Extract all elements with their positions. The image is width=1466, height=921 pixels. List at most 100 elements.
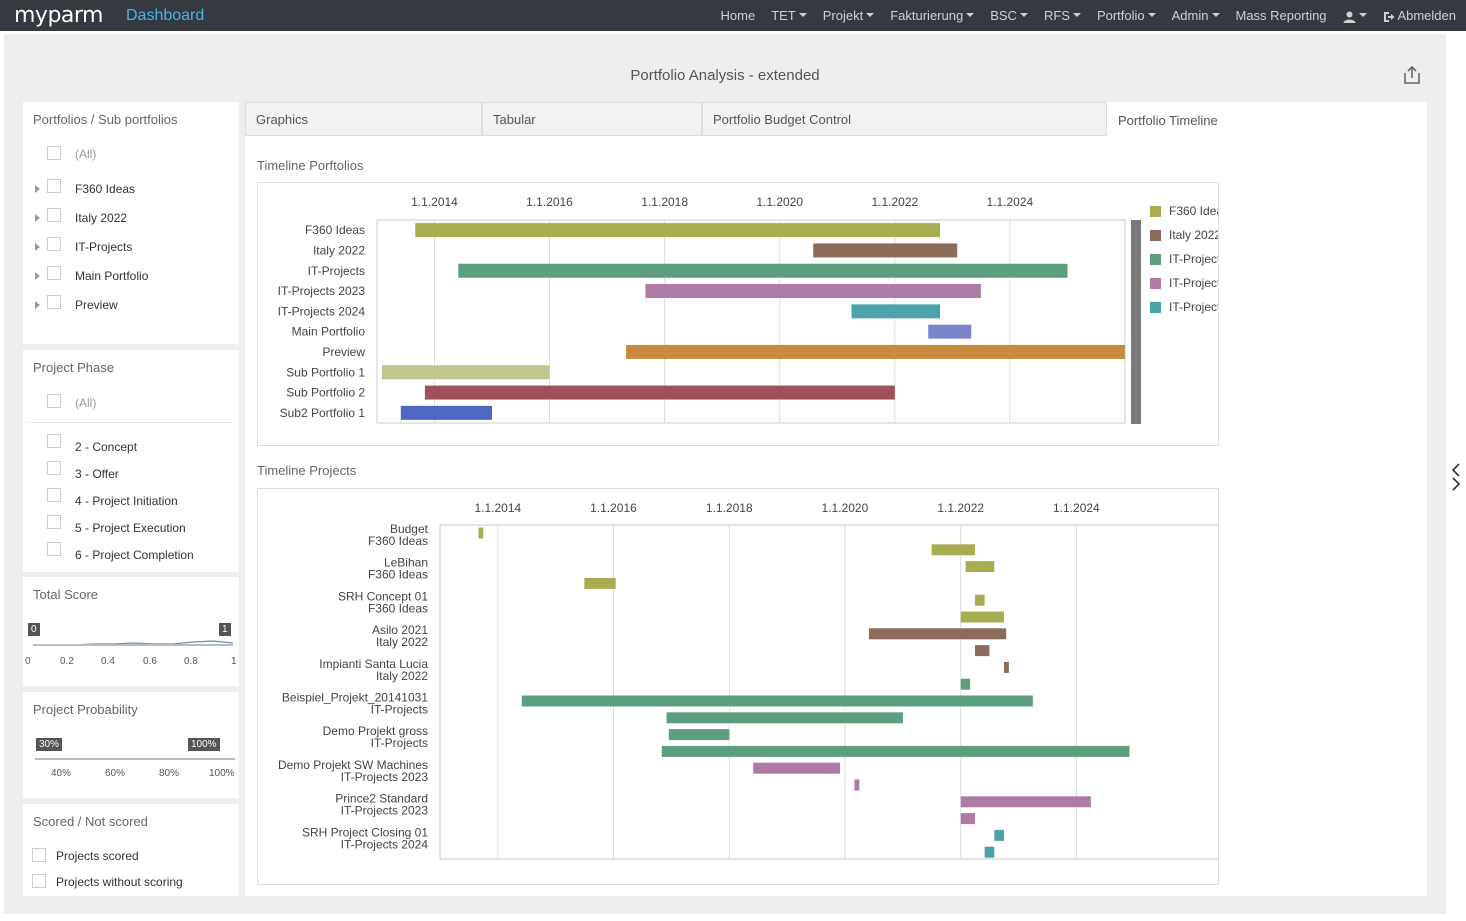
tab-graphics[interactable]: Graphics bbox=[245, 102, 482, 136]
project-bar bbox=[960, 796, 1091, 808]
project-portfolio-label: Italy 2022 bbox=[376, 669, 428, 683]
nav-projekt[interactable]: Projekt bbox=[815, 8, 882, 23]
portfolio-checkbox[interactable] bbox=[47, 266, 61, 280]
project-portfolio-label: F360 Ideas bbox=[368, 568, 428, 582]
tab-portfolio-budget-control[interactable]: Portfolio Budget Control bbox=[702, 102, 1107, 136]
x-tick-label: 1.1.2020 bbox=[756, 195, 803, 209]
phase-checkbox[interactable] bbox=[47, 488, 61, 502]
row-label: Sub2 Portfolio 1 bbox=[280, 406, 366, 420]
probability-tick: 100% bbox=[209, 768, 235, 779]
score-tick: 0 bbox=[25, 656, 31, 667]
score-slider-track[interactable] bbox=[33, 644, 233, 646]
nav-admin[interactable]: Admin bbox=[1164, 8, 1228, 23]
share-export-icon[interactable] bbox=[1401, 64, 1423, 86]
project-bar bbox=[584, 577, 616, 589]
portfolio-checkbox[interactable] bbox=[47, 237, 61, 251]
tab-portfolio-timeline[interactable]: Portfolio Timeline bbox=[1107, 102, 1427, 136]
portfolio-checkbox[interactable] bbox=[47, 208, 61, 222]
expand-arrow-icon[interactable] bbox=[35, 214, 40, 222]
project-bar bbox=[974, 594, 985, 606]
nav-bsc[interactable]: BSC bbox=[982, 8, 1036, 23]
score-tick: 1 bbox=[231, 656, 237, 667]
project-portfolio-label: F360 Ideas bbox=[368, 601, 428, 615]
score-tick: 0.4 bbox=[101, 656, 115, 667]
portfolio-checkbox[interactable] bbox=[47, 179, 61, 193]
score-tick: 0.8 bbox=[184, 656, 198, 667]
x-tick-label: 1.1.2018 bbox=[706, 501, 753, 515]
legend-swatch bbox=[1150, 302, 1161, 313]
expand-arrow-icon[interactable] bbox=[35, 243, 40, 251]
probability-max-handle[interactable]: 100% bbox=[188, 738, 220, 751]
project-bar bbox=[478, 527, 484, 539]
row-label: IT-Projects 2024 bbox=[278, 304, 366, 318]
logout-icon bbox=[1383, 11, 1395, 22]
nav-portfolio[interactable]: Portfolio bbox=[1089, 8, 1164, 23]
logout-link[interactable]: Abmelden bbox=[1375, 8, 1466, 23]
project-portfolio-label: IT-Projects 2023 bbox=[341, 770, 429, 784]
phase-checkbox[interactable] bbox=[47, 461, 61, 475]
expand-arrow-icon[interactable] bbox=[35, 185, 40, 193]
timeline-bar bbox=[813, 243, 958, 258]
project-label: SRH Concept 01 bbox=[338, 589, 428, 603]
portfolio-label: Preview bbox=[75, 298, 118, 312]
caret-down-icon bbox=[866, 12, 875, 17]
row-label: IT-Projects bbox=[308, 264, 365, 278]
projects-timeline-title: Timeline Projects bbox=[257, 463, 357, 478]
expand-arrow-icon[interactable] bbox=[35, 272, 40, 280]
timeline-bar bbox=[381, 365, 550, 380]
timeline-bar bbox=[928, 324, 972, 339]
row-label: Sub Portfolio 1 bbox=[286, 365, 365, 379]
portfolio-label: Main Portfolio bbox=[75, 269, 149, 283]
legend-label: Italy 2022 bbox=[1169, 228, 1218, 242]
portfolios-gantt-chart: 1.1.2014 1.1.2016 1.1.2018 1.1.2020 1.1.2022… bbox=[278, 195, 1380, 424]
nav-tet[interactable]: TET bbox=[763, 8, 815, 23]
projects-without-scoring-checkbox[interactable] bbox=[32, 874, 46, 888]
app-logo[interactable]: myparm bbox=[14, 3, 104, 28]
portfolio-checkbox[interactable] bbox=[47, 295, 61, 309]
phase-all-checkbox[interactable] bbox=[47, 394, 61, 408]
project-portfolio-label: Italy 2022 bbox=[376, 635, 428, 649]
timeline-bar bbox=[626, 344, 1125, 359]
top-navbar: myparm Dashboard Home TET Projekt Faktur… bbox=[0, 0, 1466, 31]
panel-toggle-chevrons-icon[interactable] bbox=[1450, 462, 1462, 492]
nav-mass-reporting[interactable]: Mass Reporting bbox=[1235, 8, 1327, 23]
projects-scored-checkbox[interactable] bbox=[32, 848, 46, 862]
user-icon bbox=[1343, 11, 1356, 23]
user-menu[interactable] bbox=[1335, 8, 1375, 23]
projects-scored-label: Projects scored bbox=[56, 849, 139, 863]
project-label: Demo Projekt SW Machines bbox=[278, 758, 428, 772]
phase-checkbox[interactable] bbox=[47, 542, 61, 556]
nav-home[interactable]: Home bbox=[720, 8, 756, 23]
nav-fakturierung[interactable]: Fakturierung bbox=[882, 8, 982, 23]
score-min-handle[interactable]: 0 bbox=[28, 623, 40, 636]
probability-title: Project Probability bbox=[33, 702, 138, 717]
probability-min-handle[interactable]: 30% bbox=[36, 738, 63, 751]
legend-swatch bbox=[1150, 230, 1161, 241]
score-max-handle[interactable]: 1 bbox=[219, 623, 231, 636]
phase-panel-title: Project Phase bbox=[33, 360, 114, 375]
tab-tabular[interactable]: Tabular bbox=[482, 102, 702, 136]
timeline-bar bbox=[458, 263, 1068, 278]
portfolio-all-label: (All) bbox=[75, 147, 97, 161]
expand-arrow-icon[interactable] bbox=[35, 301, 40, 309]
score-distribution-sparkline bbox=[33, 640, 233, 646]
timeline-bar bbox=[400, 405, 493, 420]
project-label: SRH Project Closing 01 bbox=[302, 825, 428, 839]
project-bar bbox=[668, 729, 730, 741]
tab-bar: Graphics Tabular Portfolio Budget Contro… bbox=[245, 102, 1427, 136]
dashboard-brand-link[interactable]: Dashboard bbox=[126, 7, 205, 24]
x-tick-label: 1.1.2020 bbox=[822, 501, 869, 515]
phase-checkbox[interactable] bbox=[47, 515, 61, 529]
project-bar bbox=[994, 829, 1004, 841]
x-tick-label: 1.1.2024 bbox=[1053, 501, 1100, 515]
probability-slider-track[interactable] bbox=[35, 758, 235, 760]
caret-down-icon bbox=[798, 12, 807, 17]
legend-label: IT-Projects bbox=[1169, 252, 1218, 266]
portfolio-all-checkbox[interactable] bbox=[47, 146, 61, 160]
x-tick-label: 1.1.2016 bbox=[590, 501, 637, 515]
project-label: LeBihan bbox=[384, 556, 428, 570]
project-bar bbox=[521, 695, 1033, 707]
nav-rfs[interactable]: RFS bbox=[1036, 8, 1089, 23]
phase-checkbox[interactable] bbox=[47, 434, 61, 448]
project-portfolio-label: IT-Projects 2023 bbox=[341, 804, 429, 818]
